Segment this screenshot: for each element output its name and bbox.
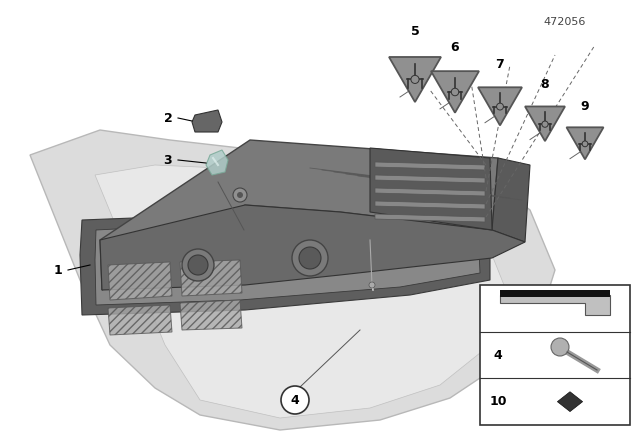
Polygon shape [95, 218, 480, 305]
Text: 10: 10 [489, 395, 507, 408]
Circle shape [237, 192, 243, 198]
Polygon shape [375, 175, 485, 183]
Text: 3: 3 [164, 154, 172, 167]
Polygon shape [375, 188, 485, 196]
Polygon shape [375, 162, 485, 170]
Polygon shape [525, 107, 565, 141]
Circle shape [369, 282, 375, 288]
Text: 4: 4 [493, 349, 502, 362]
Polygon shape [108, 305, 172, 335]
Text: 7: 7 [495, 58, 504, 71]
Polygon shape [80, 210, 490, 315]
Circle shape [497, 103, 504, 110]
Circle shape [281, 386, 309, 414]
Text: 6: 6 [451, 41, 460, 54]
Circle shape [182, 249, 214, 281]
Text: 8: 8 [541, 78, 549, 91]
Circle shape [299, 247, 321, 269]
Text: 5: 5 [411, 26, 419, 39]
Circle shape [451, 88, 459, 96]
Circle shape [411, 75, 419, 83]
Polygon shape [370, 148, 492, 230]
FancyBboxPatch shape [480, 285, 630, 425]
Polygon shape [180, 260, 242, 296]
Polygon shape [492, 158, 530, 242]
Circle shape [188, 255, 208, 275]
Polygon shape [100, 205, 525, 290]
Polygon shape [500, 295, 610, 315]
Text: 2: 2 [164, 112, 172, 125]
Polygon shape [431, 71, 479, 113]
Polygon shape [478, 87, 522, 125]
Polygon shape [389, 57, 441, 102]
Circle shape [233, 188, 247, 202]
Polygon shape [100, 140, 498, 290]
Polygon shape [108, 262, 172, 300]
Polygon shape [206, 150, 228, 175]
Polygon shape [180, 300, 242, 330]
Polygon shape [557, 392, 582, 412]
Polygon shape [375, 201, 485, 209]
Circle shape [582, 141, 588, 147]
Circle shape [292, 240, 328, 276]
Circle shape [542, 121, 548, 127]
Text: 9: 9 [580, 100, 589, 113]
Polygon shape [566, 127, 604, 159]
Text: 1: 1 [54, 263, 62, 276]
Polygon shape [30, 130, 555, 430]
Polygon shape [192, 110, 222, 132]
Polygon shape [95, 165, 510, 418]
Text: 4: 4 [291, 393, 300, 406]
Circle shape [551, 338, 569, 356]
Bar [500, 290, 610, 297]
Polygon shape [375, 214, 485, 222]
Text: 472056: 472056 [544, 17, 586, 27]
